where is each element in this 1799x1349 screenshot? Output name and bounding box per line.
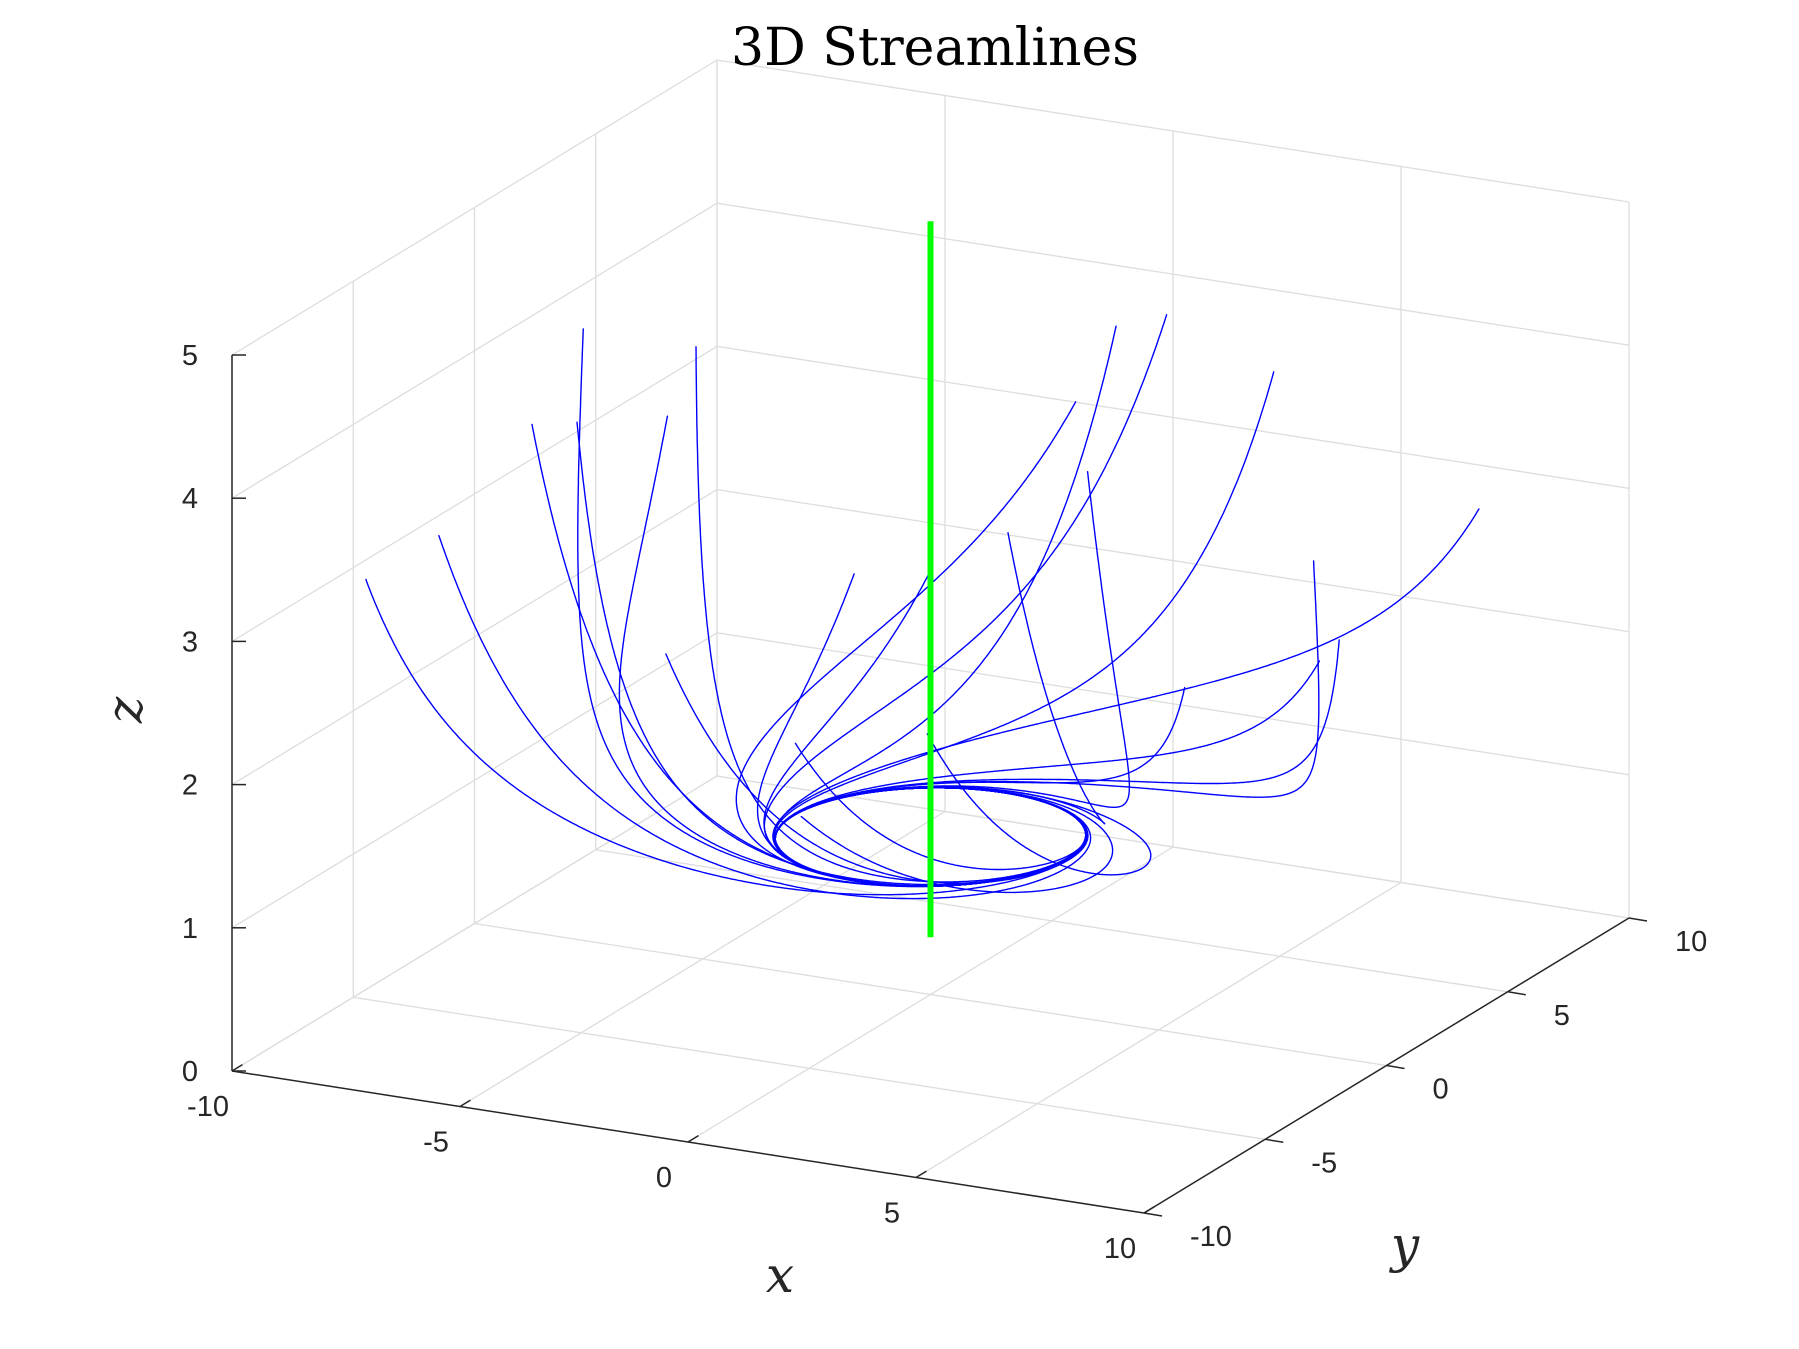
- grid-line-back-z: [716, 345, 1630, 490]
- grid-line-left-z: [231, 489, 718, 786]
- grid-line-back-z: [716, 632, 1630, 776]
- streamline: [774, 786, 1114, 894]
- grid-line-left-z: [231, 632, 718, 929]
- x-tick-mark: [1143, 1205, 1155, 1214]
- z-axis-label: z: [96, 696, 154, 724]
- x-tick-label: 5: [884, 1198, 900, 1230]
- x-tick-mark: [915, 1170, 927, 1179]
- grid-line-back-z: [716, 488, 1630, 633]
- x-tick-label: 0: [656, 1162, 672, 1194]
- x-tick-mark: [459, 1099, 471, 1108]
- grid-line-floor-y: [595, 849, 1508, 993]
- y-tick-mark: [1507, 991, 1526, 996]
- grid-line-back-z: [716, 775, 1630, 919]
- streamline: [774, 560, 1320, 887]
- grid-line-left-z: [231, 345, 718, 642]
- x-tick-mark: [687, 1134, 699, 1143]
- streamline: [576, 421, 1087, 887]
- y-tick-mark: [1265, 1138, 1284, 1144]
- grid-line-left-z: [231, 202, 718, 499]
- streamline: [438, 535, 1092, 900]
- z-tick-label: 1: [182, 913, 198, 945]
- z-tick-label: 4: [182, 483, 198, 515]
- x-axis-label: x: [766, 1246, 794, 1304]
- z-tick-label: 5: [182, 340, 198, 372]
- grid-line-floor-y: [474, 922, 1387, 1067]
- streamline: [695, 346, 1087, 887]
- x-tick-label: -5: [423, 1127, 449, 1159]
- streamline: [774, 471, 1131, 887]
- grid-line-floor-y: [353, 996, 1266, 1140]
- x-tick-label: 10: [1104, 1233, 1136, 1265]
- z-tick-label: 2: [182, 770, 198, 802]
- streamline: [763, 567, 1087, 887]
- y-tick-mark: [1143, 1212, 1163, 1217]
- axes: [231, 354, 1648, 1217]
- tick-labels: -10 -5 0 5 10 -10 -5 0 5 10 0 1 2 3 4 5: [182, 340, 1707, 1265]
- streamline: [774, 532, 1106, 887]
- grid-line-left-z: [231, 775, 718, 1072]
- y-tick-label: -5: [1311, 1147, 1337, 1179]
- y-tick-label: 0: [1433, 1074, 1449, 1106]
- y-tick-label: 5: [1554, 1000, 1570, 1032]
- streamline: [577, 328, 1087, 888]
- z-tick-label: 0: [182, 1056, 198, 1088]
- chart-title: 3D Streamlines: [731, 18, 1139, 78]
- streamline: [365, 578, 1088, 896]
- x-tick-label: -10: [187, 1091, 229, 1123]
- grid-line-left-z: [231, 59, 718, 356]
- z-tick-label: 3: [182, 626, 198, 658]
- y-tick-mark: [1628, 917, 1648, 922]
- grid-line-back-z: [716, 59, 1630, 203]
- streamline: [772, 508, 1480, 887]
- y-tick-label: -10: [1190, 1221, 1232, 1253]
- grid-line-back-z: [716, 202, 1630, 346]
- y-axis-label: y: [1389, 1216, 1420, 1274]
- y-tick-label: 10: [1675, 926, 1707, 958]
- streamline: [774, 660, 1321, 887]
- plot-area: [365, 221, 1480, 938]
- streamline: [774, 639, 1340, 887]
- x-tick-mark: [231, 1063, 243, 1072]
- y-tick-mark: [1386, 1064, 1405, 1070]
